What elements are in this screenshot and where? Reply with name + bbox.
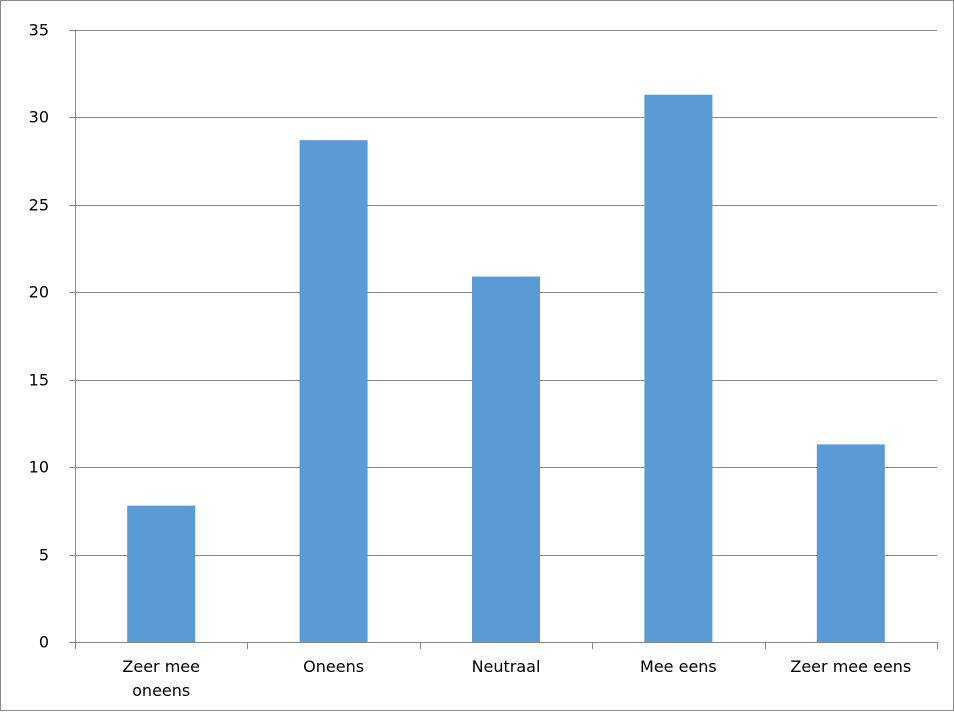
y-tick-label: 0 xyxy=(39,633,49,652)
x-tick-label: Oneens xyxy=(303,657,364,676)
x-tick-label: Zeer mee oneens xyxy=(122,657,200,700)
y-tick-label: 5 xyxy=(39,546,49,565)
x-tick-label-line: Oneens xyxy=(303,657,364,676)
x-tick-labels: Zeer mee oneens Oneens Neutraal Mee eens Zeer… xyxy=(122,657,911,700)
bar-1 xyxy=(127,505,196,642)
y-tick-label: 25 xyxy=(29,196,49,215)
x-tick-label-line: Neutraal xyxy=(472,657,541,676)
y-tick-label: 35 xyxy=(29,21,49,40)
x-tick-label: Mee eens xyxy=(640,657,717,676)
y-tick-labels: 0 5 10 15 20 25 30 35 xyxy=(29,21,49,652)
x-tick-label-line: Zeer mee eens xyxy=(790,657,911,676)
axes xyxy=(69,30,938,649)
x-tick-label: Neutraal xyxy=(472,657,541,676)
x-tick-label-line: Zeer mee xyxy=(122,657,200,676)
y-tick-label: 30 xyxy=(29,108,49,127)
bar-3 xyxy=(472,276,540,642)
bar-2 xyxy=(299,140,368,642)
bar-4 xyxy=(644,94,713,642)
y-tick-label: 10 xyxy=(29,458,49,477)
bar-5 xyxy=(816,444,885,642)
bars xyxy=(127,94,885,642)
x-tick-label-line: oneens xyxy=(132,681,190,700)
y-tick-label: 15 xyxy=(29,371,49,390)
x-tick-label: Zeer mee eens xyxy=(790,657,911,676)
y-tick-label: 20 xyxy=(29,283,49,302)
x-tick-label-line: Mee eens xyxy=(640,657,717,676)
